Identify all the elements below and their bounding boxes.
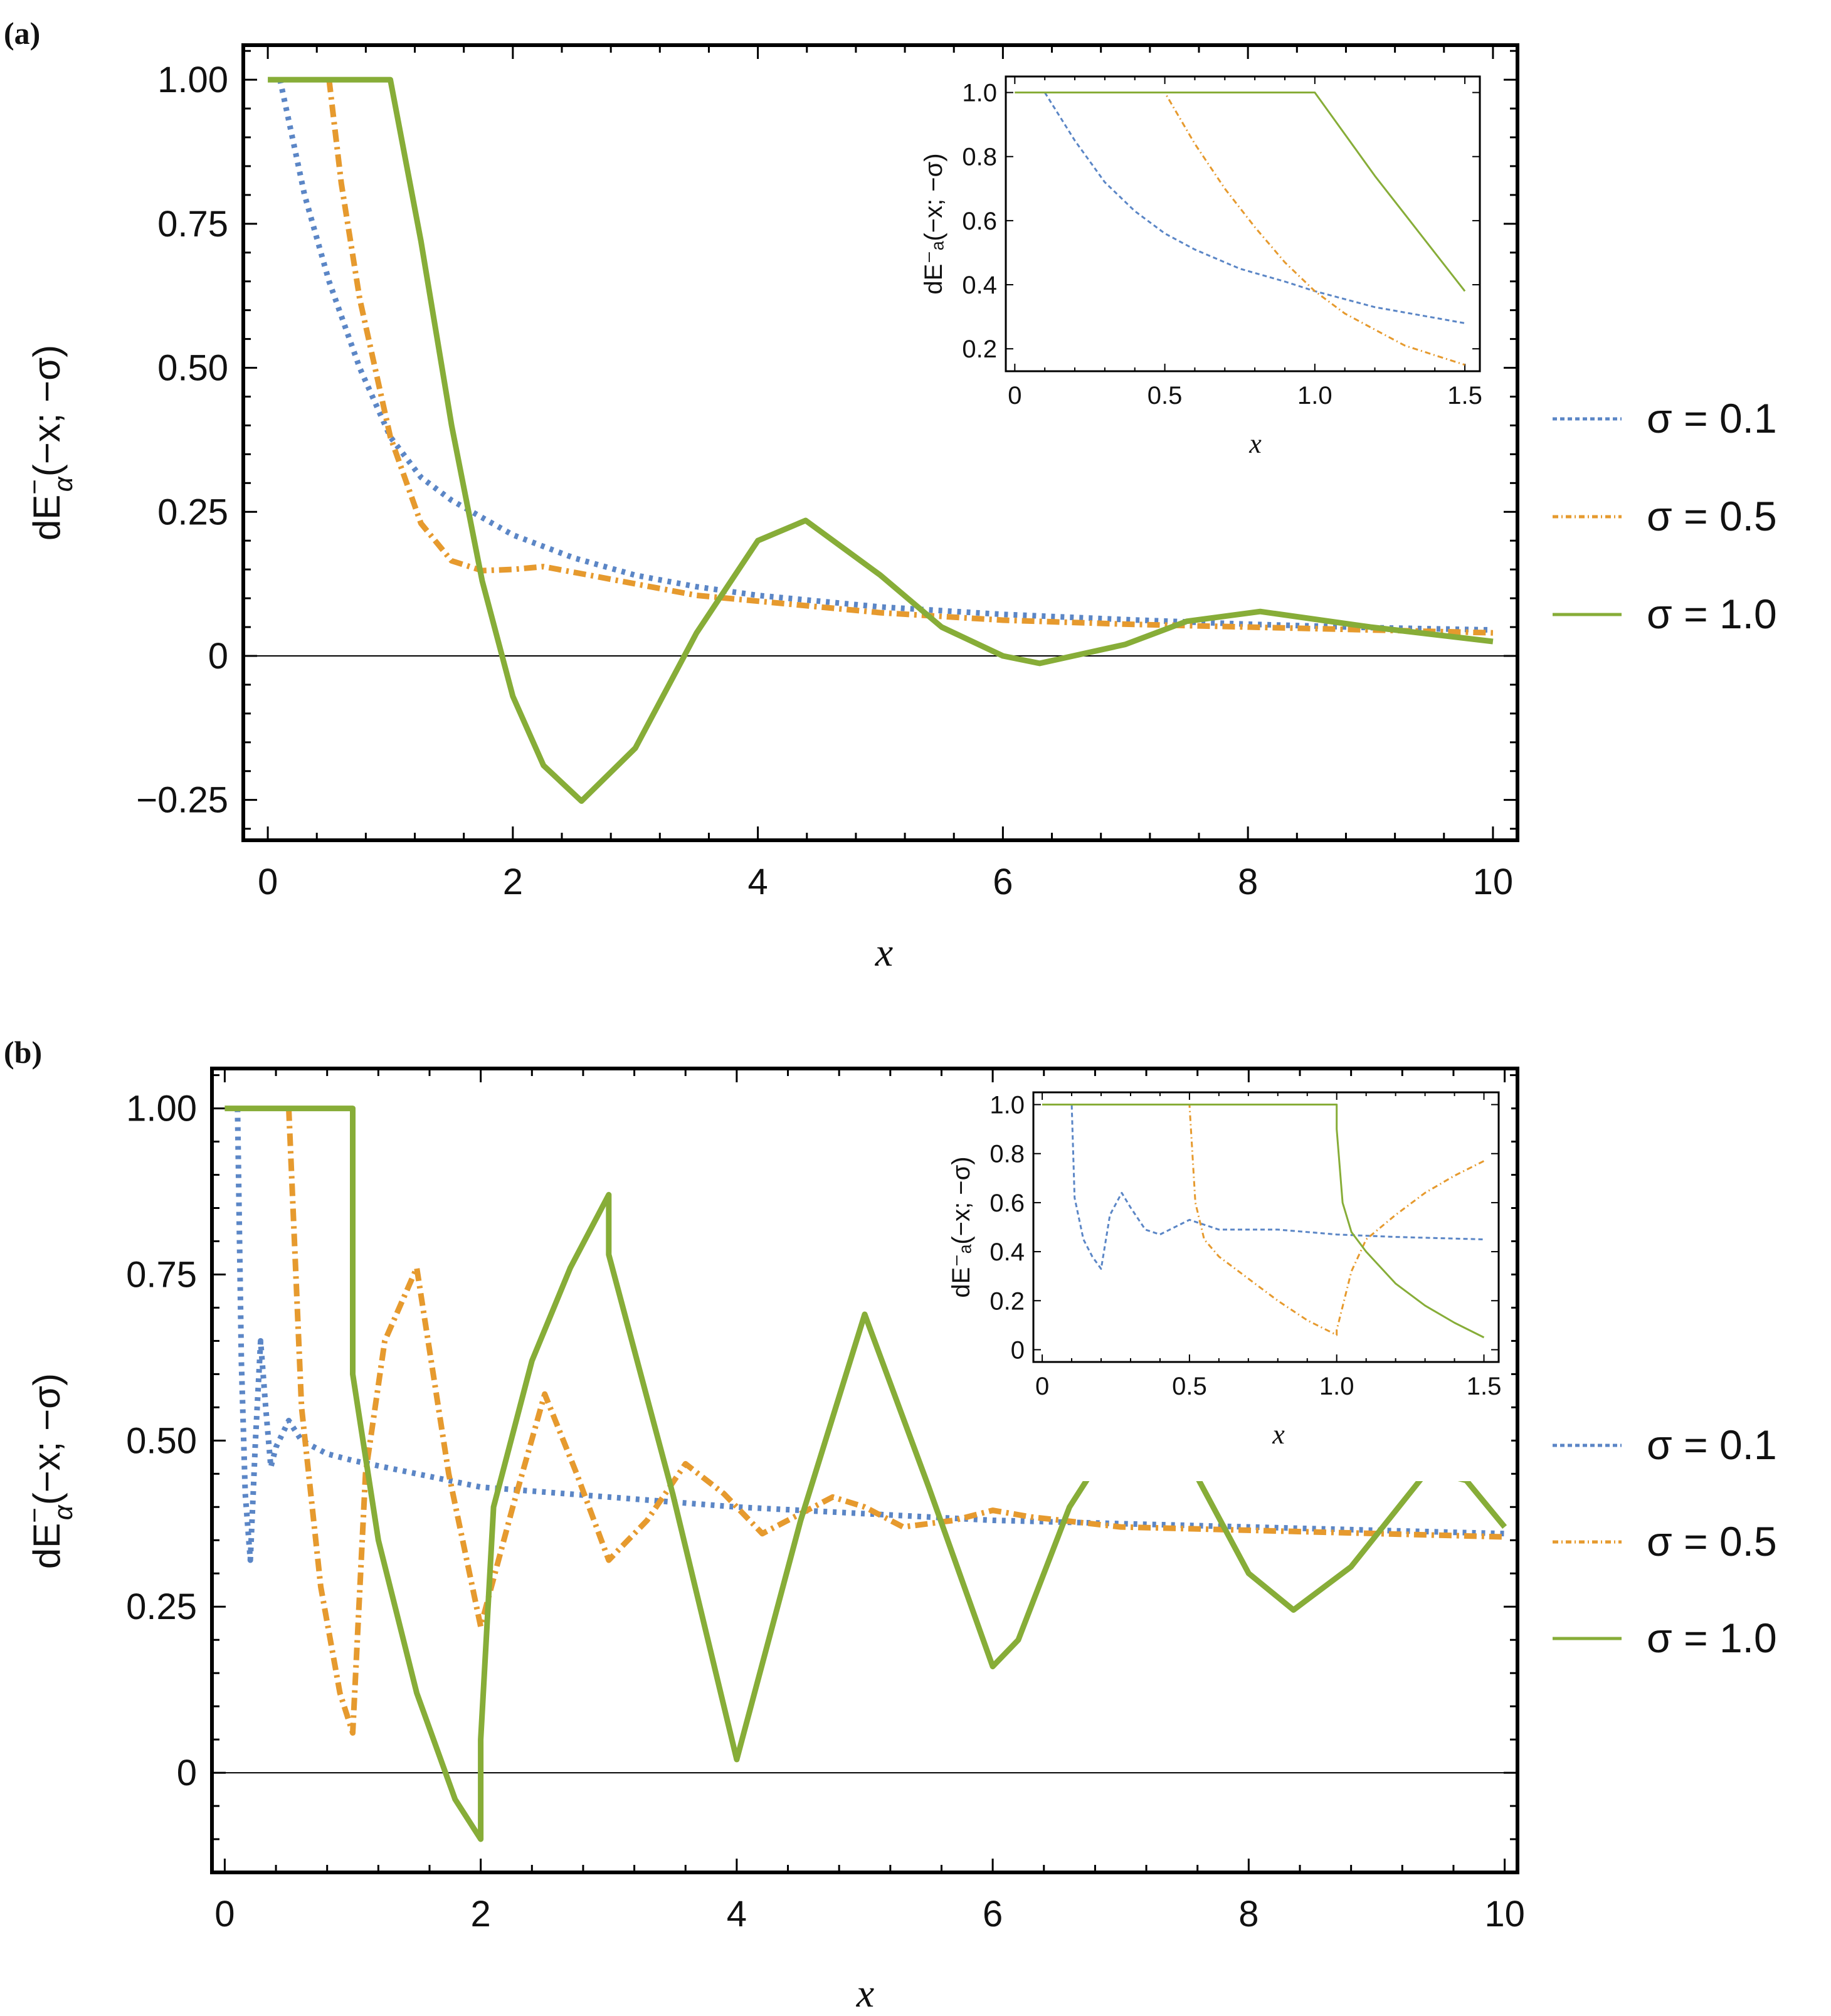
y-tick-label: 0.75 <box>126 1254 197 1295</box>
x-tick-label: 8 <box>1238 862 1258 902</box>
ylabel-sup: − <box>19 1507 49 1523</box>
ylabel-base: dE <box>26 1523 68 1569</box>
legend-label: σ = 0.5 <box>1647 493 1777 539</box>
inset-background <box>924 70 1492 490</box>
x-tick-label: 4 <box>727 1894 747 1934</box>
inset-series-line-solid <box>1015 92 1466 292</box>
inset-y-axis-label: dE⁻ₐ(−x; −σ) <box>920 153 947 294</box>
inset-x-tick-label: 0.5 <box>1172 1373 1207 1400</box>
inset-x-axis-label: x <box>1248 428 1262 459</box>
x-tick-label: 0 <box>214 1894 235 1934</box>
series-line-dotted <box>235 1108 1505 1563</box>
ylabel-args: (−x; −σ) <box>26 345 68 477</box>
inset-background <box>952 1086 1511 1481</box>
series-line-dotted <box>277 79 1493 633</box>
plot-frame-a <box>241 43 1519 842</box>
x-tick-label: 2 <box>471 1894 491 1934</box>
inset-series-line-dotted <box>1015 92 1465 324</box>
inset-y-tick-label: 0.6 <box>989 1190 1025 1217</box>
inset-y-tick-label: 0.2 <box>962 335 997 363</box>
inset-y-tick-label: 0.4 <box>962 272 997 299</box>
y-tick-label: 1.00 <box>126 1089 197 1129</box>
ylabel-args: (−x; −σ) <box>26 1373 68 1505</box>
legend-label: σ = 0.5 <box>1647 1518 1777 1565</box>
ylabel-sub: α <box>48 1504 78 1520</box>
inset-series-line-solid <box>1042 1104 1485 1339</box>
inset-a: 0 0.5 1.0 1.5 0.2 0.4 0.6 0.8 1.0 x dE⁻ₐ(−x; −σ) <box>920 70 1492 490</box>
x-tick-label: 6 <box>983 1894 1003 1934</box>
panel-label-a: (a) <box>4 16 40 51</box>
inset-y-tick-label: 0.8 <box>989 1141 1025 1168</box>
x-tick-label: 8 <box>1238 1894 1258 1934</box>
inset-y-axis-label: dE⁻ₐ(−x; −σ) <box>947 1156 975 1297</box>
x-axis-label-a: x <box>875 930 893 974</box>
x-tick-label: 0 <box>258 862 278 902</box>
panel-label-b: (b) <box>4 1035 42 1070</box>
y-tick-label: 0 <box>208 636 228 677</box>
series-line-dashdot <box>286 1108 1505 1736</box>
y-tick-label: −0.25 <box>136 780 228 821</box>
inset-x-tick-label: 1.5 <box>1447 382 1482 409</box>
y-tick-label: 0.50 <box>157 348 228 389</box>
series-line-solid <box>224 1106 1507 1842</box>
series-line-dashdot <box>326 79 1494 636</box>
y-tick-label: 1.00 <box>157 60 228 100</box>
y-tick-label: 0.25 <box>126 1586 197 1627</box>
legend-label: σ = 0.1 <box>1647 395 1777 441</box>
series-group-a <box>268 77 1494 804</box>
legend-label: σ = 0.1 <box>1647 1422 1777 1468</box>
inset-y-tick-label: 0 <box>1011 1336 1025 1364</box>
inset-x-tick-label: 0.5 <box>1148 382 1183 409</box>
inset-y-tick-label: 1.0 <box>962 80 997 107</box>
ylabel-base: dE <box>26 495 68 541</box>
legend-b: σ = 0.1 σ = 0.5 σ = 1.0 <box>1553 1422 1777 1661</box>
inset-series-line-dotted <box>1042 1104 1484 1270</box>
y-axis-label-a: dE−α(−x; −σ) <box>19 345 78 541</box>
y-tick-label: 0 <box>177 1753 197 1793</box>
y-tick-label: 0.75 <box>157 204 228 245</box>
y-axis-label-b: dE−α(−x; −σ) <box>19 1373 78 1569</box>
inset-y-tick-label: 0.2 <box>989 1287 1025 1315</box>
inset-x-axis-label: x <box>1272 1419 1285 1450</box>
series-group-b <box>224 1106 1507 1842</box>
inset-y-tick-label: 1.0 <box>989 1092 1025 1119</box>
legend-label: σ = 1.0 <box>1647 591 1777 637</box>
inset-y-tick-label: 0.4 <box>989 1238 1025 1266</box>
y-tick-label: 0.25 <box>157 492 228 532</box>
inset-b: 0 0.5 1.0 1.5 0 0.2 0.4 0.6 0.8 1.0 x dE⁻ₐ(−x; −σ) <box>947 1086 1511 1481</box>
x-axis-label-b: x <box>856 1971 874 2015</box>
x-tick-label: 6 <box>993 862 1013 902</box>
inset-y-tick-label: 0.8 <box>962 144 997 171</box>
legend-a: σ = 0.1 σ = 0.5 σ = 1.0 <box>1553 395 1777 637</box>
inset-x-tick-label: 1.0 <box>1297 382 1332 409</box>
inset-series-line-dashdot <box>1015 92 1465 366</box>
plot-frame-b <box>210 1067 1519 1874</box>
inset-x-tick-label: 0 <box>1035 1373 1049 1400</box>
x-tick-label: 4 <box>747 862 768 902</box>
ylabel-sup: − <box>19 479 49 495</box>
series-line-solid <box>268 77 1494 804</box>
x-tick-label: 2 <box>503 862 523 902</box>
inset-frame <box>1005 75 1481 372</box>
ylabel-sub: α <box>48 476 78 492</box>
inset-series-line-dashdot <box>1042 1104 1485 1336</box>
y-tick-label: 0.50 <box>126 1420 197 1461</box>
inset-x-tick-label: 1.5 <box>1467 1373 1502 1400</box>
x-tick-label: 10 <box>1484 1894 1525 1934</box>
inset-x-tick-label: 0 <box>1008 382 1021 409</box>
legend-label: σ = 1.0 <box>1647 1615 1777 1661</box>
inset-y-tick-label: 0.6 <box>962 208 997 235</box>
inset-frame <box>1032 1091 1500 1363</box>
x-tick-label: 10 <box>1473 862 1514 902</box>
inset-x-tick-label: 1.0 <box>1319 1373 1354 1400</box>
